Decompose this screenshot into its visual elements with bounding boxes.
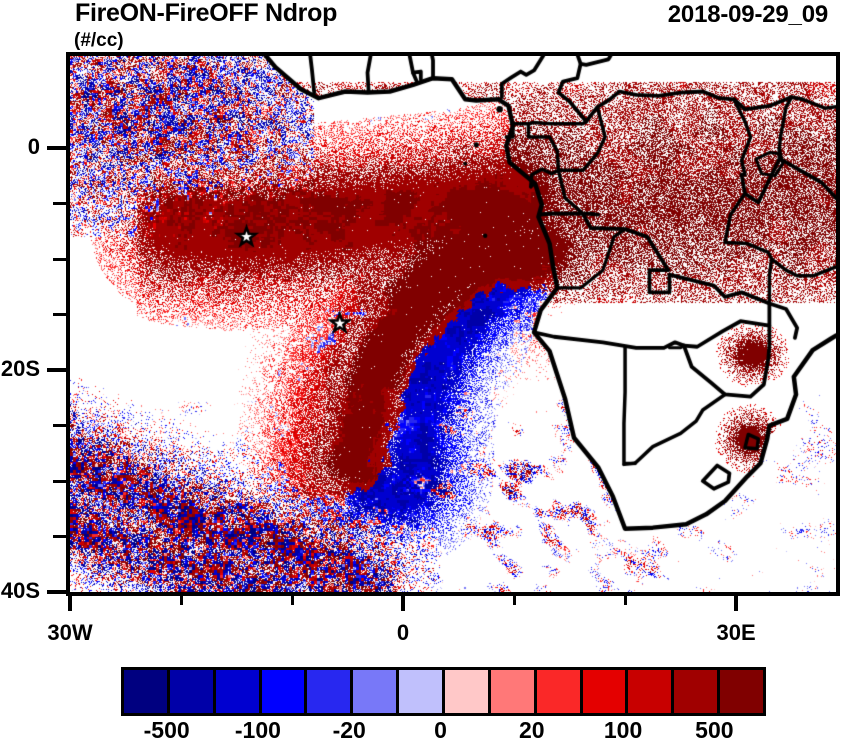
- page-title: FireON-FireOFF Ndrop: [75, 0, 338, 27]
- colorbar-cell-3: [261, 670, 308, 713]
- y-tick: [53, 424, 66, 428]
- colorbar-cell-2: [215, 670, 262, 713]
- colorbar-cell-10: [582, 670, 629, 713]
- y-tick: [47, 590, 66, 594]
- x-tick: [734, 592, 739, 611]
- colorbar-tick-100: 100: [603, 717, 643, 743]
- y-tick: [47, 368, 66, 373]
- x-tick: [401, 592, 406, 611]
- timestamp-label: 2018-09-29_09: [667, 1, 828, 28]
- x-tick: [512, 592, 516, 605]
- x-tick: [68, 592, 72, 611]
- colorbar-cell-4: [307, 670, 354, 713]
- colorbar-cell-6: [399, 670, 446, 713]
- y-axis-label-20S: 20S: [0, 356, 40, 382]
- colorbar-cell-8: [490, 670, 537, 713]
- colorbar-tick-20: 20: [518, 717, 545, 743]
- colorbar-cell-9: [536, 670, 583, 713]
- map-plot-area: [66, 52, 840, 596]
- colorbar-cell-5: [353, 670, 400, 713]
- colorbar-cell-12: [674, 670, 721, 713]
- y-tick: [53, 202, 66, 206]
- x-axis-label-30W: 30W: [47, 620, 93, 645]
- y-tick: [47, 146, 66, 151]
- colorbar-cell-13: [720, 670, 764, 713]
- y-axis-label-0: 0: [27, 134, 40, 160]
- colorbar-cell-0: [124, 670, 170, 713]
- colorbar-cell-7: [445, 670, 491, 713]
- map-canvas: [70, 56, 836, 592]
- colorbar-tick-500: 500: [695, 717, 734, 743]
- units-label: (#/cc): [74, 30, 124, 51]
- colorbar-tick--100: -100: [234, 717, 281, 743]
- colorbar-tick-0: 0: [434, 717, 447, 743]
- y-tick: [53, 313, 66, 317]
- x-tick: [290, 592, 294, 605]
- y-tick: [53, 479, 66, 483]
- y-tick: [53, 257, 66, 261]
- colorbar: [121, 667, 766, 716]
- y-tick: [53, 535, 66, 538]
- colorbar-cell-11: [628, 670, 675, 713]
- x-tick: [623, 592, 627, 605]
- x-tick: [179, 592, 183, 605]
- x-axis-label-0: 0: [396, 620, 410, 645]
- x-axis-label-30E: 30E: [716, 620, 756, 645]
- colorbar-tick--500: -500: [143, 717, 190, 743]
- colorbar-tick--20: -20: [332, 717, 366, 743]
- colorbar-cell-1: [169, 670, 216, 713]
- y-axis-label-40S: 40S: [0, 578, 40, 603]
